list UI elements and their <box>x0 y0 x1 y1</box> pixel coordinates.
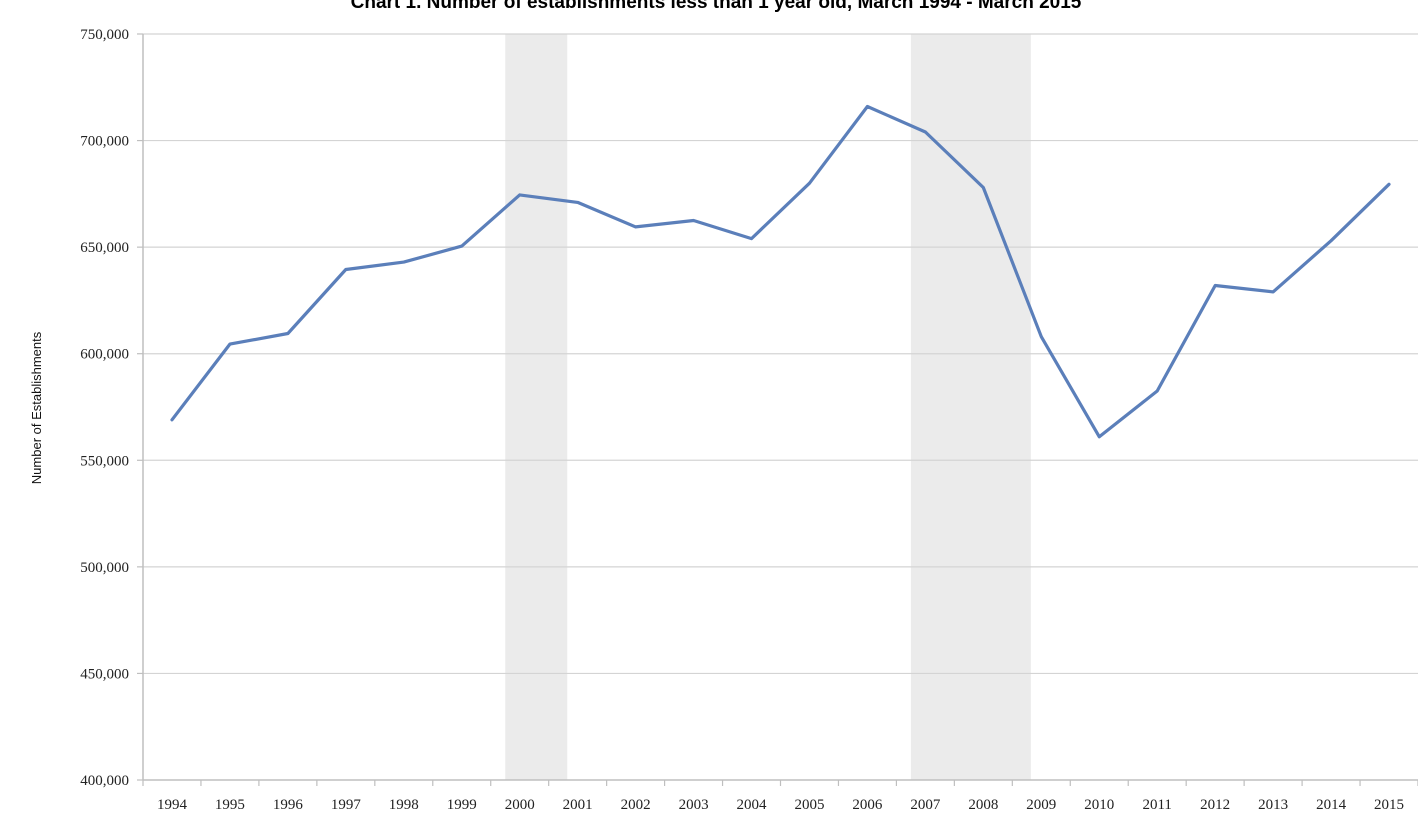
x-tick-labels: 1994 1995 1996 1997 1998 1999 2000 2001 2002 2003… <box>157 797 1404 813</box>
y-tick-label-2: 500,000 <box>80 560 129 576</box>
y-tick-label-0: 400,000 <box>80 773 129 789</box>
y-tick-label-5: 650,000 <box>80 240 129 256</box>
x-tick-label-1999: 1999 <box>447 797 477 813</box>
axes <box>137 33 1418 786</box>
x-tick-label-2002: 2002 <box>621 797 651 813</box>
y-axis-label: Number of Establishments <box>29 331 44 484</box>
shaded-period-1 <box>505 34 568 780</box>
x-tick-label-1996: 1996 <box>273 797 304 813</box>
x-tick-label-2008: 2008 <box>968 797 998 813</box>
x-tick-label-1997: 1997 <box>331 797 362 813</box>
y-tick-label-4: 600,000 <box>80 347 129 363</box>
y-tick-label-1: 450,000 <box>80 666 129 682</box>
series-lines <box>170 104 1391 439</box>
series-line-0 <box>170 104 1391 439</box>
x-tick-label-2004: 2004 <box>737 797 768 813</box>
gridlines <box>143 33 1418 675</box>
x-tick-label-2000: 2000 <box>505 797 535 813</box>
x-tick-label-2006: 2006 <box>852 797 883 813</box>
x-tick-label-1995: 1995 <box>215 797 245 813</box>
x-tick-label-2011: 2011 <box>1142 797 1171 813</box>
y-tick-labels: 400,000 450,000 500,000 550,000 600,000 650,0… <box>80 27 129 789</box>
x-tick-label-2005: 2005 <box>794 797 824 813</box>
x-tick-label-2001: 2001 <box>563 797 593 813</box>
recession-shading <box>505 34 1031 780</box>
chart-title: Chart 1. Number of establishments less t… <box>351 0 1082 13</box>
x-tick-label-2013: 2013 <box>1258 797 1288 813</box>
y-tick-label-6: 700,000 <box>80 134 129 150</box>
x-tick-label-2007: 2007 <box>910 797 941 813</box>
x-tick-label-1998: 1998 <box>389 797 419 813</box>
shaded-period-2 <box>910 34 1031 780</box>
x-tick-label-2010: 2010 <box>1084 797 1114 813</box>
x-tick-label-2012: 2012 <box>1200 797 1230 813</box>
x-tick-label-1994: 1994 <box>157 797 188 813</box>
x-tick-label-2015: 2015 <box>1374 797 1404 813</box>
y-tick-label-3: 550,000 <box>80 453 129 469</box>
y-tick-label-7: 750,000 <box>80 27 129 43</box>
x-tick-label-2009: 2009 <box>1026 797 1056 813</box>
x-tick-label-2014: 2014 <box>1316 797 1347 813</box>
x-tick-label-2003: 2003 <box>679 797 709 813</box>
